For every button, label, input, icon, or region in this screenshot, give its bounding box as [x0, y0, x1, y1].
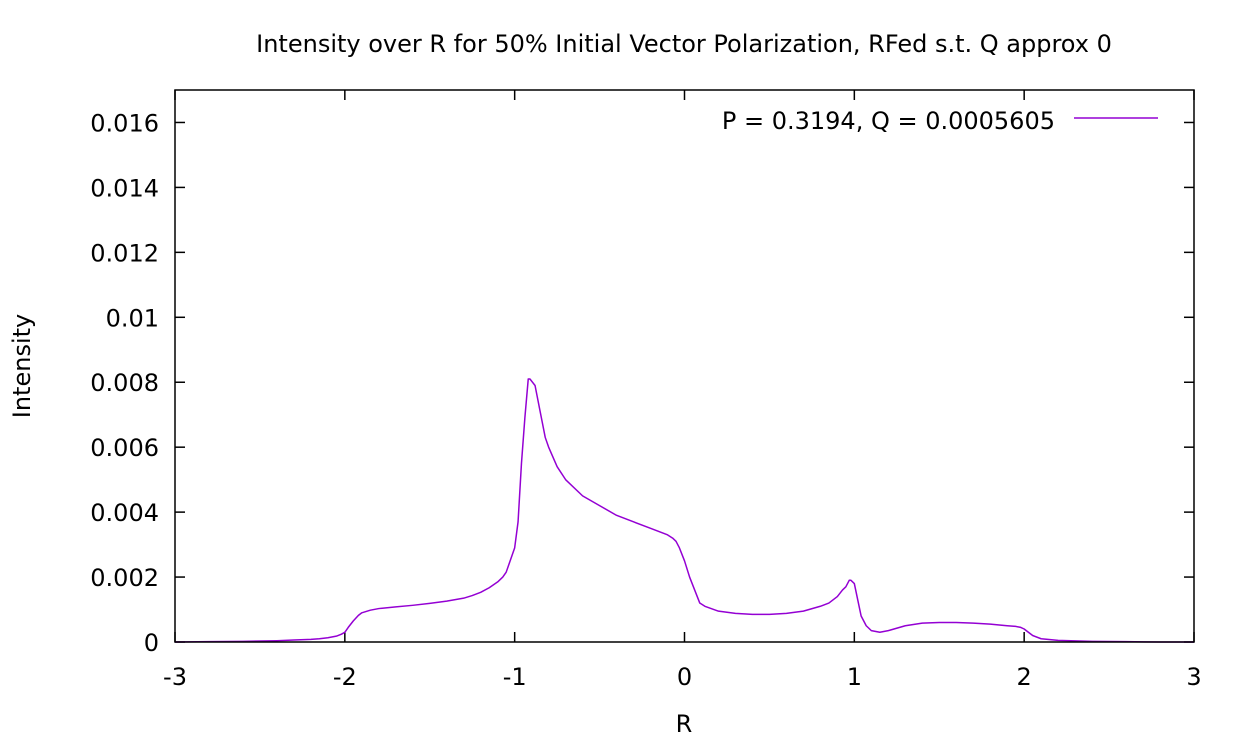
y-tick-label: 0.012 [90, 239, 159, 267]
x-tick-label: 1 [847, 663, 862, 691]
legend: P = 0.3194, Q = 0.0005605 [722, 107, 1158, 135]
ticks-layer: 0 0.002 0.004 0.006 0.008 0.01 0.012 0.014 0.016… [90, 90, 1202, 691]
x-tick-label: 0 [677, 663, 692, 691]
plot-frame [174, 89, 1195, 643]
x-tick-label: -2 [333, 663, 357, 691]
x-tick-label: 2 [1017, 663, 1032, 691]
y-tick-label: 0.004 [90, 499, 159, 527]
y-tick-label: 0.01 [106, 304, 159, 332]
y-tick-label: 0 [144, 629, 159, 657]
series-layer [174, 378, 1194, 643]
x-axis-label: R [676, 710, 693, 738]
y-tick-label: 0.014 [90, 174, 159, 202]
y-tick-label: 0.006 [90, 434, 159, 462]
x-tick-label: 3 [1186, 663, 1201, 691]
x-tick-label: -1 [503, 663, 527, 691]
legend-label: P = 0.3194, Q = 0.0005605 [722, 107, 1055, 135]
series-line [174, 378, 1194, 643]
y-tick-label: 0.016 [90, 109, 159, 137]
y-tick-label: 0.002 [90, 564, 159, 592]
y-tick-label: 0.008 [90, 369, 159, 397]
x-tick-label: -3 [163, 663, 187, 691]
y-axis-label: Intensity [8, 314, 36, 418]
chart-title: Intensity over R for 50% Initial Vector … [256, 30, 1112, 58]
